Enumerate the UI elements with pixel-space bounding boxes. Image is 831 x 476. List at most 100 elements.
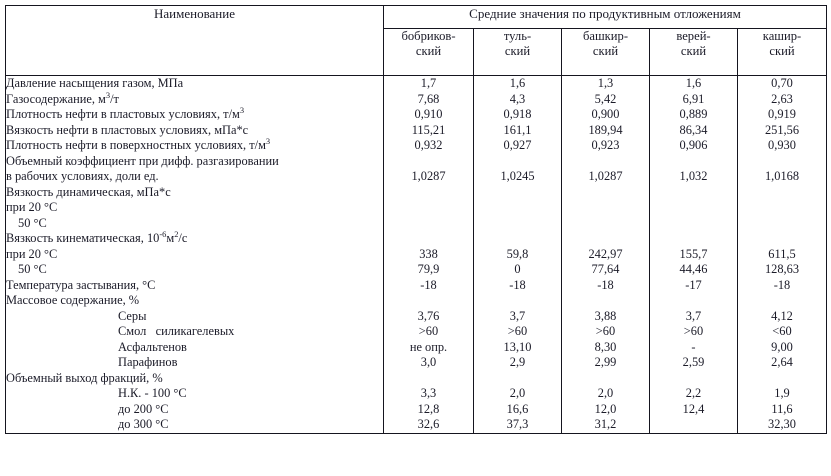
row-label: Плотность нефти в поверхностных условиях…	[6, 135, 271, 152]
column-header-kashirsky-line2: ский	[769, 44, 795, 58]
cell-value: 13,10	[503, 339, 532, 354]
cell-value	[474, 371, 561, 387]
cell-value: 1,032	[679, 169, 708, 183]
cell-value	[650, 216, 737, 232]
cell-value: не опр.	[409, 339, 448, 354]
cell-value: 37,3	[506, 417, 529, 431]
column-header-tulsky-line1: туль-	[503, 29, 532, 43]
cell-value: 2,64	[771, 355, 793, 369]
row-label: Объемный коэффициент при дифф. разгазиро…	[6, 153, 279, 168]
cell-value: 0,910	[414, 107, 443, 121]
cell-value	[384, 154, 473, 170]
row-label: Температура застывания, °С	[6, 277, 156, 292]
row-label: при 20 °С	[6, 200, 58, 214]
header-row-group: Наименование Средние значения по продукт…	[5, 5, 827, 76]
cell-value: 3,0	[420, 355, 437, 369]
column-header-group: Средние значения по продуктивным отложен…	[383, 5, 827, 29]
cell-value: 161,1	[503, 122, 532, 137]
cell-value	[474, 154, 561, 170]
cell-value	[738, 293, 826, 309]
cell-value	[384, 216, 473, 232]
cell-value: 11,6	[771, 401, 793, 416]
cell-value: >60	[683, 324, 704, 338]
cell-value: 0,900	[591, 107, 620, 121]
row-label: Массовое содержание, %	[6, 293, 140, 307]
cell-value: 31,2	[594, 417, 617, 431]
cell-value	[562, 154, 649, 170]
table-body-row: Давление насыщения газом, МПа Газосодержа…	[5, 75, 827, 434]
cell-value: 155,7	[679, 246, 708, 261]
row-label: Смол силикагелевых	[118, 324, 235, 338]
cell-value	[738, 371, 826, 387]
cell-value: 12,0	[594, 401, 617, 416]
cell-value	[562, 216, 649, 232]
cell-value: 0,927	[503, 138, 532, 152]
cell-value: 0,932	[414, 138, 443, 152]
column-header-vereysky-line2: ский	[680, 44, 707, 58]
row-label: Серы	[118, 308, 147, 323]
row-label: Объемный выход фракций, %	[6, 370, 163, 385]
cell-value	[650, 231, 737, 247]
row-label: до 200 °С	[118, 401, 169, 416]
petrophysical-properties-table: Наименование Средние значения по продукт…	[5, 5, 827, 434]
row-label: Асфальтенов	[118, 339, 187, 354]
cell-value	[562, 231, 649, 247]
cell-value: 7,68	[417, 91, 440, 106]
cell-value	[384, 185, 473, 201]
cell-value: 0,918	[503, 107, 532, 121]
cell-value	[738, 231, 826, 247]
cell-value: 0,923	[591, 138, 620, 152]
cell-value: 611,5	[768, 246, 796, 261]
cell-value: 2,99	[594, 355, 617, 369]
cell-value	[562, 293, 649, 309]
cell-value: 3,7	[509, 308, 526, 323]
cell-value	[650, 185, 737, 201]
cell-value: -18	[597, 277, 614, 292]
cell-value: 1,0287	[411, 169, 446, 183]
row-label: в рабочих условиях, доли ед.	[6, 169, 159, 183]
cell-value: 9,00	[771, 339, 793, 354]
cell-value: 0,70	[771, 76, 793, 90]
table-header: Наименование Средние значения по продукт…	[5, 5, 827, 76]
value-column-vereysky: 1,6 6,91 0,889 86,34 0,906 1,032 155,7 44,46 -17…	[649, 75, 738, 434]
cell-value: 0,919	[768, 107, 796, 121]
cell-value	[384, 371, 473, 387]
cell-value: 1,9	[774, 386, 790, 400]
row-label: при 20 °С	[6, 246, 58, 261]
cell-value: 242,97	[588, 246, 623, 261]
cell-value: <60	[772, 324, 792, 338]
cell-value	[650, 417, 737, 433]
cell-value: 16,6	[506, 401, 529, 416]
cell-value: 251,56	[764, 122, 800, 137]
cell-value: 0	[514, 262, 521, 276]
cell-value	[650, 293, 737, 309]
column-header-bobrikovsky: бобриков- ский	[383, 28, 474, 76]
cell-value	[384, 231, 473, 247]
column-header-kashirsky-line1: кашир-	[762, 29, 802, 43]
cell-value: 32,30	[768, 417, 796, 431]
cell-value: 2,0	[509, 386, 526, 400]
cell-value	[650, 371, 737, 387]
row-label: Вязкость нефти в пластовых условиях, мПа…	[6, 122, 249, 137]
column-header-vereysky-line1: верей-	[676, 29, 711, 43]
cell-value	[738, 154, 826, 170]
column-header-tulsky-line2: ский	[504, 44, 531, 58]
cell-value: 12,4	[682, 401, 705, 416]
row-label: Давление насыщения газом, МПа	[6, 76, 184, 90]
cell-value: 59,8	[506, 246, 529, 261]
cell-value: 1,6	[509, 76, 526, 90]
cell-value	[650, 200, 737, 216]
column-header-name: Наименование	[5, 5, 384, 76]
cell-value: 0,906	[679, 138, 708, 152]
cell-value: 1,0168	[764, 169, 800, 183]
cell-value	[474, 200, 561, 216]
cell-value	[474, 185, 561, 201]
table-body: Давление насыщения газом, МПа Газосодержа…	[5, 75, 827, 434]
cell-value	[650, 154, 737, 170]
column-header-bashkirsky: башкир- ский	[561, 28, 650, 76]
cell-value: 1,0287	[588, 169, 623, 183]
cell-value: 3,7	[685, 308, 702, 323]
cell-value: 2,59	[682, 355, 705, 369]
row-label: Парафинов	[118, 355, 178, 369]
cell-value: 2,2	[685, 386, 702, 400]
